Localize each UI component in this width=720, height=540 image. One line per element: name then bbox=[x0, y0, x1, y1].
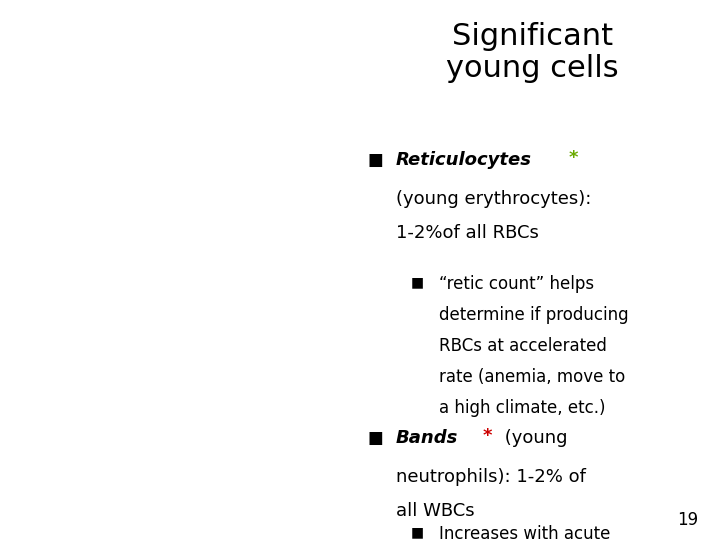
Text: Reticulocytes: Reticulocytes bbox=[396, 151, 532, 169]
Text: *: * bbox=[482, 427, 492, 445]
Text: ■: ■ bbox=[410, 525, 423, 539]
Text: Increases with acute: Increases with acute bbox=[439, 525, 611, 540]
Text: a high climate, etc.): a high climate, etc.) bbox=[439, 399, 606, 416]
Text: neutrophils): 1-2% of: neutrophils): 1-2% of bbox=[396, 468, 586, 486]
Text: determine if producing: determine if producing bbox=[439, 306, 629, 324]
Text: Significant
young cells: Significant young cells bbox=[446, 22, 619, 83]
Text: ■: ■ bbox=[367, 151, 383, 169]
Text: Bands: Bands bbox=[396, 429, 459, 447]
Text: “retic count” helps: “retic count” helps bbox=[439, 275, 594, 293]
Text: *: * bbox=[569, 149, 578, 167]
Text: 19: 19 bbox=[678, 511, 698, 529]
Text: 1-2%of all RBCs: 1-2%of all RBCs bbox=[396, 224, 539, 242]
Text: RBCs at accelerated: RBCs at accelerated bbox=[439, 337, 607, 355]
Text: (young: (young bbox=[499, 429, 567, 447]
Text: (young erythrocytes):: (young erythrocytes): bbox=[396, 190, 591, 208]
Text: ■: ■ bbox=[367, 429, 383, 447]
Text: rate (anemia, move to: rate (anemia, move to bbox=[439, 368, 626, 386]
Text: all WBCs: all WBCs bbox=[396, 502, 474, 520]
Text: ■: ■ bbox=[410, 275, 423, 289]
